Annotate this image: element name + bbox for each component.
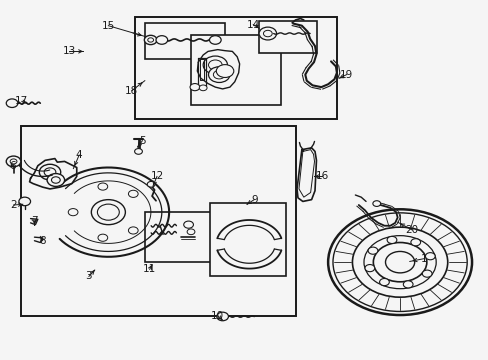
Circle shape — [128, 227, 138, 234]
Bar — [135, 18, 336, 119]
Text: 18: 18 — [125, 86, 138, 96]
Circle shape — [147, 181, 155, 187]
Circle shape — [422, 270, 431, 277]
Text: 11: 11 — [143, 264, 156, 274]
Text: 20: 20 — [405, 225, 418, 235]
Text: 5: 5 — [139, 136, 145, 146]
Circle shape — [134, 149, 142, 154]
Circle shape — [51, 177, 60, 183]
Circle shape — [327, 209, 471, 315]
Circle shape — [209, 36, 221, 44]
Circle shape — [213, 70, 224, 79]
Circle shape — [98, 234, 107, 241]
Circle shape — [263, 30, 272, 37]
Bar — [144, 23, 224, 59]
Circle shape — [403, 281, 412, 288]
Circle shape — [216, 312, 228, 321]
Text: 9: 9 — [250, 195, 257, 204]
Circle shape — [187, 229, 195, 235]
Circle shape — [183, 221, 193, 228]
Circle shape — [128, 190, 138, 197]
Text: 10: 10 — [211, 311, 224, 321]
Circle shape — [91, 200, 125, 225]
Bar — [144, 212, 224, 262]
Text: 13: 13 — [62, 46, 76, 57]
Circle shape — [364, 265, 374, 272]
Circle shape — [199, 85, 206, 91]
Circle shape — [6, 156, 21, 167]
Circle shape — [208, 67, 229, 82]
Circle shape — [259, 27, 276, 40]
Circle shape — [47, 174, 64, 186]
Circle shape — [10, 159, 17, 164]
Circle shape — [98, 183, 107, 190]
Text: 15: 15 — [102, 21, 115, 31]
Circle shape — [44, 168, 56, 176]
Circle shape — [372, 243, 426, 282]
Circle shape — [379, 279, 388, 285]
Circle shape — [144, 35, 157, 45]
Text: 3: 3 — [85, 271, 92, 282]
Circle shape — [372, 201, 380, 206]
Text: 16: 16 — [315, 171, 328, 181]
Text: 2: 2 — [10, 200, 17, 210]
Text: 8: 8 — [40, 236, 46, 246]
Circle shape — [6, 99, 18, 108]
Circle shape — [190, 84, 200, 91]
Circle shape — [97, 204, 119, 220]
Text: 19: 19 — [339, 69, 352, 80]
Text: 1: 1 — [420, 253, 427, 264]
Text: 12: 12 — [150, 171, 163, 181]
Circle shape — [352, 227, 447, 297]
Bar — [21, 126, 295, 316]
Circle shape — [203, 56, 227, 74]
Bar — [210, 203, 285, 276]
Circle shape — [385, 251, 414, 273]
Circle shape — [208, 60, 222, 70]
Circle shape — [386, 237, 396, 243]
Text: 6: 6 — [9, 161, 15, 171]
Bar — [191, 35, 281, 105]
Circle shape — [68, 208, 78, 216]
Circle shape — [156, 36, 167, 44]
Circle shape — [410, 239, 420, 246]
Bar — [259, 21, 317, 53]
Text: 17: 17 — [15, 96, 28, 107]
Text: 4: 4 — [76, 150, 82, 160]
Circle shape — [425, 253, 434, 260]
Circle shape — [19, 197, 30, 206]
Text: 7: 7 — [31, 216, 38, 226]
Text: 14: 14 — [246, 19, 259, 30]
Circle shape — [367, 247, 377, 254]
Circle shape — [39, 164, 61, 180]
Circle shape — [216, 64, 233, 77]
Circle shape — [147, 38, 153, 42]
